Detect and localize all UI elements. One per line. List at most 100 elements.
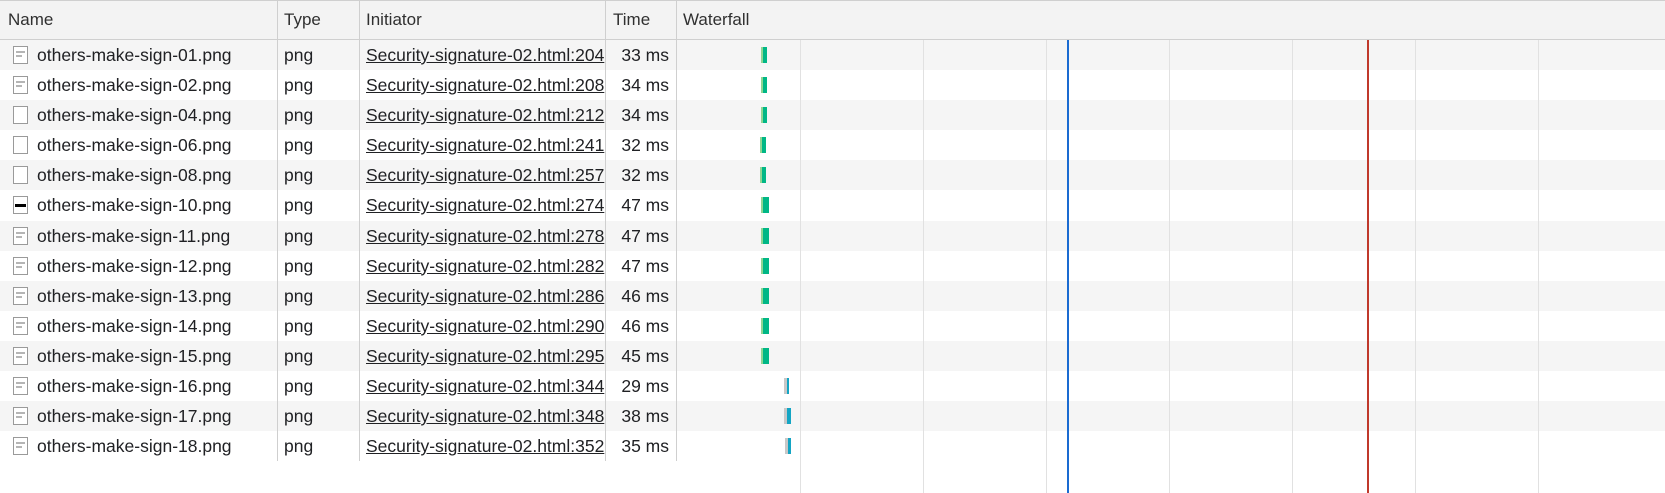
waterfall-receive-segment — [763, 77, 767, 94]
file-name: others-make-sign-17.png — [37, 406, 232, 427]
name-cell[interactable]: others-make-sign-12.png — [0, 250, 278, 281]
waterfall-cell — [677, 70, 1665, 100]
file-name: others-make-sign-08.png — [37, 165, 232, 186]
waterfall-bar[interactable] — [761, 197, 769, 214]
name-cell[interactable]: others-make-sign-16.png — [0, 371, 278, 402]
initiator-link[interactable]: Security-signature-02.html:212 — [366, 105, 605, 126]
waterfall-bar[interactable] — [760, 137, 766, 154]
name-cell[interactable]: others-make-sign-04.png — [0, 100, 278, 131]
column-header-type[interactable]: Type — [278, 1, 360, 39]
waterfall-bar[interactable] — [761, 347, 769, 364]
name-cell[interactable]: others-make-sign-18.png — [0, 431, 278, 462]
image-file-icon — [13, 316, 28, 335]
column-header-initiator[interactable]: Initiator — [360, 1, 606, 39]
table-row[interactable]: others-make-sign-04.png png Security-signa… — [0, 100, 1665, 131]
waterfall-bar[interactable] — [761, 47, 767, 63]
name-cell[interactable]: others-make-sign-02.png — [0, 70, 278, 101]
type-cell: png — [278, 401, 360, 432]
initiator-cell: Security-signature-02.html:257 — [360, 160, 606, 191]
waterfall-bar[interactable] — [784, 378, 789, 395]
name-cell[interactable]: others-make-sign-11.png — [0, 220, 278, 251]
initiator-link[interactable]: Security-signature-02.html:257 — [366, 165, 605, 186]
name-cell[interactable]: others-make-sign-10.png — [0, 190, 278, 221]
name-cell[interactable]: others-make-sign-08.png — [0, 160, 278, 191]
name-cell[interactable]: others-make-sign-13.png — [0, 280, 278, 311]
waterfall-cell — [677, 221, 1665, 251]
waterfall-bar[interactable] — [785, 438, 791, 455]
waterfall-cell — [677, 311, 1665, 341]
column-header-name[interactable]: Name — [0, 1, 278, 39]
image-file-icon — [13, 377, 28, 396]
initiator-cell: Security-signature-02.html:352 — [360, 431, 606, 462]
name-cell[interactable]: others-make-sign-17.png — [0, 401, 278, 432]
initiator-link[interactable]: Security-signature-02.html:352 — [366, 436, 605, 457]
table-row[interactable]: others-make-sign-08.png png Security-signa… — [0, 160, 1665, 191]
waterfall-bar[interactable] — [784, 408, 791, 425]
waterfall-bar[interactable] — [761, 77, 767, 94]
table-row[interactable]: others-make-sign-12.png png Security-signa… — [0, 250, 1665, 281]
table-row[interactable]: others-make-sign-17.png png Security-signa… — [0, 401, 1665, 432]
waterfall-receive-segment — [762, 167, 766, 184]
blank-file-icon — [13, 106, 28, 125]
initiator-link[interactable]: Security-signature-02.html:344 — [366, 376, 605, 397]
initiator-link[interactable]: Security-signature-02.html:204 — [366, 45, 605, 65]
table-row[interactable]: others-make-sign-01.png png Security-signa… — [0, 40, 1665, 71]
column-header-waterfall[interactable]: Waterfall — [677, 1, 1665, 39]
initiator-link[interactable]: Security-signature-02.html:295 — [366, 345, 605, 366]
initiator-link[interactable]: Security-signature-02.html:290 — [366, 315, 605, 336]
initiator-link[interactable]: Security-signature-02.html:208 — [366, 75, 605, 96]
table-row[interactable]: others-make-sign-14.png png Security-signa… — [0, 310, 1665, 341]
waterfall-bar[interactable] — [761, 287, 769, 304]
type-cell: png — [278, 70, 360, 101]
name-cell[interactable]: others-make-sign-15.png — [0, 340, 278, 372]
initiator-cell: Security-signature-02.html:295 — [360, 340, 606, 372]
name-cell[interactable]: others-make-sign-14.png — [0, 310, 278, 341]
image-file-icon — [13, 407, 28, 426]
initiator-link[interactable]: Security-signature-02.html:348 — [366, 406, 605, 427]
table-row[interactable]: others-make-sign-18.png png Security-signa… — [0, 431, 1665, 462]
waterfall-receive-segment — [763, 47, 767, 63]
initiator-link[interactable]: Security-signature-02.html:278 — [366, 225, 605, 246]
initiator-link[interactable]: Security-signature-02.html:286 — [366, 285, 605, 306]
waterfall-bar[interactable] — [761, 257, 769, 274]
image-file-icon — [13, 256, 28, 275]
file-name: others-make-sign-14.png — [37, 315, 232, 336]
time-cell: 47 ms — [606, 250, 677, 281]
table-row[interactable]: others-make-sign-15.png png Security-signa… — [0, 340, 1665, 372]
waterfall-cell — [677, 251, 1665, 281]
initiator-link[interactable]: Security-signature-02.html:274 — [366, 195, 605, 216]
file-name: others-make-sign-16.png — [37, 376, 232, 397]
waterfall-bar[interactable] — [761, 317, 769, 334]
initiator-link[interactable]: Security-signature-02.html:282 — [366, 255, 605, 276]
table-row[interactable]: others-make-sign-16.png png Security-signa… — [0, 371, 1665, 402]
waterfall-stall-segment — [784, 378, 787, 395]
name-cell[interactable]: others-make-sign-01.png — [0, 40, 278, 71]
name-cell[interactable]: others-make-sign-06.png — [0, 130, 278, 161]
table-row[interactable]: others-make-sign-11.png png Security-signa… — [0, 220, 1665, 251]
file-name: others-make-sign-15.png — [37, 345, 232, 366]
waterfall-bar[interactable] — [761, 227, 769, 244]
waterfall-bar[interactable] — [761, 107, 767, 124]
table-row[interactable]: others-make-sign-02.png png Security-signa… — [0, 70, 1665, 101]
file-name: others-make-sign-04.png — [37, 105, 232, 126]
waterfall-cell — [677, 341, 1665, 371]
table-row[interactable]: others-make-sign-10.png png Security-signa… — [0, 190, 1665, 221]
table-row[interactable]: others-make-sign-13.png png Security-signa… — [0, 280, 1665, 311]
waterfall-wait-segment — [761, 107, 763, 124]
table-row[interactable]: others-make-sign-06.png png Security-signa… — [0, 130, 1665, 161]
image-file-icon — [13, 46, 28, 64]
waterfall-cell — [677, 130, 1665, 160]
initiator-link[interactable]: Security-signature-02.html:241 — [366, 135, 605, 156]
waterfall-bar[interactable] — [760, 167, 766, 184]
column-header-time[interactable]: Time — [606, 1, 677, 39]
time-cell: 34 ms — [606, 100, 677, 131]
waterfall-cell — [677, 431, 1665, 461]
type-cell: png — [278, 250, 360, 281]
initiator-cell: Security-signature-02.html:204 — [360, 40, 606, 71]
waterfall-wait-segment — [761, 257, 763, 274]
type-cell: png — [278, 280, 360, 311]
waterfall-receive-segment — [762, 137, 766, 154]
file-name: others-make-sign-11.png — [37, 225, 231, 246]
waterfall-receive-segment — [787, 378, 789, 395]
